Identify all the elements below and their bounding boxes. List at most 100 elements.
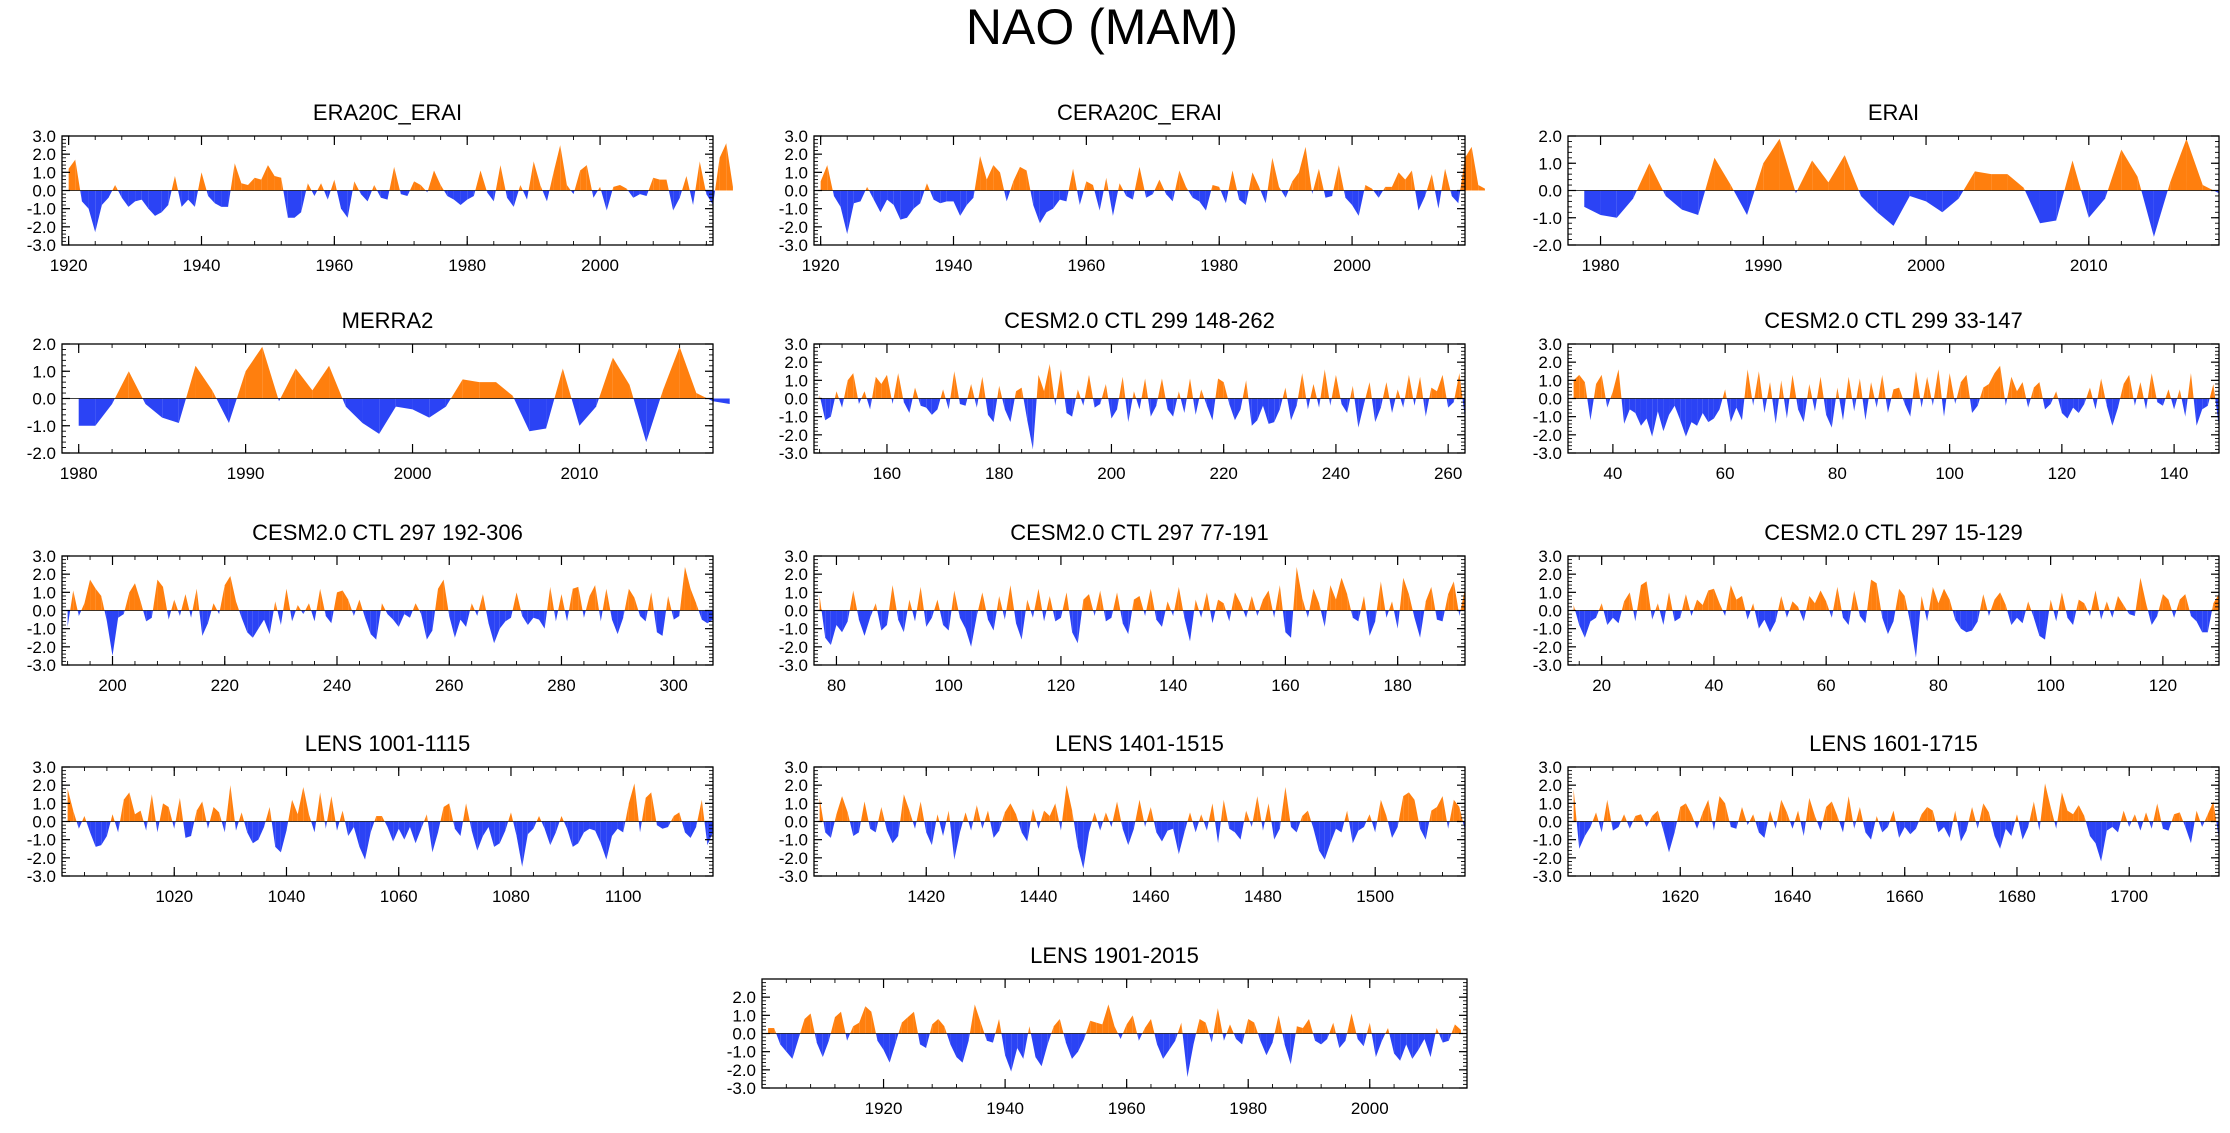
negative-area <box>1430 1033 1436 1058</box>
x-tick-label: 160 <box>1271 676 1299 695</box>
positive-area <box>1680 803 1686 822</box>
positive-area <box>1714 157 1731 191</box>
positive-area <box>842 796 848 822</box>
negative-area <box>1618 821 1621 827</box>
negative-area <box>1249 821 1252 827</box>
positive-area <box>893 373 899 399</box>
positive-area <box>2196 810 2201 822</box>
negative-area <box>432 821 439 853</box>
panel-title: LENS 1401-1515 <box>1055 731 1224 756</box>
negative-area <box>1117 1033 1121 1039</box>
negative-area <box>696 821 698 827</box>
negative-area <box>950 1033 957 1058</box>
positive-area <box>2076 599 2079 611</box>
positive-area <box>1719 603 1723 611</box>
negative-area <box>2101 610 2104 620</box>
positive-area <box>1066 785 1073 822</box>
positive-area <box>1133 391 1137 399</box>
negative-area <box>2156 398 2158 403</box>
negative-area <box>1406 1033 1413 1059</box>
negative-area <box>400 190 408 196</box>
negative-area <box>1128 398 1133 423</box>
positive-area <box>1436 1028 1439 1034</box>
panel: CESM2.0 CTL 297 192-3063.02.01.00.0-1.0-… <box>27 520 714 695</box>
negative-area <box>931 398 938 415</box>
y-tick-label: 3.0 <box>32 127 56 146</box>
negative-area <box>1425 398 1430 417</box>
negative-area <box>2067 398 2074 419</box>
positive-area <box>219 585 225 611</box>
positive-area <box>1134 166 1140 191</box>
positive-area <box>1347 1013 1352 1034</box>
negative-area <box>1603 610 1608 626</box>
negative-area <box>1033 190 1040 224</box>
negative-area <box>162 398 179 424</box>
negative-area <box>487 190 494 202</box>
negative-area <box>1375 821 1378 833</box>
positive-area <box>124 592 130 611</box>
positive-area <box>881 806 885 822</box>
negative-area <box>1907 610 1911 624</box>
negative-area <box>786 1033 793 1059</box>
negative-area <box>1193 1033 1197 1045</box>
negative-area <box>2026 398 2029 408</box>
negative-area <box>1775 821 1778 829</box>
negative-area <box>191 821 195 837</box>
panel-title: CESM2.0 CTL 297 15-129 <box>1764 520 2022 545</box>
negative-area <box>1239 190 1246 206</box>
negative-area <box>1291 610 1294 638</box>
x-tick-label: 1680 <box>1998 887 2036 906</box>
positive-area <box>1279 585 1283 611</box>
negative-area <box>1605 398 1608 408</box>
negative-area <box>252 821 259 844</box>
x-tick-label: 1980 <box>1200 256 1238 275</box>
negative-area <box>1325 190 1333 198</box>
y-tick-label: 0.0 <box>32 602 56 621</box>
negative-area <box>1296 398 1298 406</box>
positive-area <box>1955 810 1958 822</box>
y-tick-label: 0.0 <box>784 602 808 621</box>
positive-area <box>212 390 217 399</box>
negative-area <box>1403 398 1405 408</box>
negative-area <box>1798 398 1804 423</box>
positive-area <box>1083 594 1089 611</box>
positive-area <box>114 371 129 399</box>
positive-area <box>1460 588 1465 611</box>
x-tick-label: 1420 <box>907 887 945 906</box>
negative-area <box>1285 610 1292 638</box>
negative-area <box>2056 190 2065 221</box>
x-tick-label: 1980 <box>1229 1099 1267 1118</box>
negative-area <box>2065 610 2068 618</box>
positive-area <box>2078 805 2085 822</box>
negative-area <box>1274 398 1280 423</box>
positive-area <box>1708 799 1713 822</box>
negative-area <box>1650 610 1653 620</box>
positive-area <box>1297 373 1303 399</box>
negative-area <box>1764 821 1768 838</box>
negative-area <box>1165 398 1168 410</box>
y-tick-label: 2.0 <box>32 565 56 584</box>
negative-area <box>207 610 212 624</box>
positive-area <box>495 165 501 191</box>
negative-area <box>324 190 328 200</box>
positive-area <box>1296 566 1303 611</box>
positive-area <box>1056 369 1061 399</box>
negative-area <box>1450 190 1452 196</box>
positive-area <box>1366 1022 1370 1034</box>
positive-area <box>834 391 837 399</box>
negative-area <box>1079 190 1084 206</box>
positive-area <box>2061 592 2066 611</box>
negative-area <box>1120 1033 1123 1039</box>
negative-area <box>1178 821 1185 855</box>
negative-area <box>1117 398 1119 410</box>
positive-area <box>1449 799 1454 822</box>
positive-area <box>898 373 904 399</box>
y-tick-label: -1.0 <box>1533 620 1562 639</box>
positive-area <box>1196 1018 1200 1034</box>
negative-area <box>2185 398 2188 417</box>
negative-area <box>554 610 556 622</box>
positive-area <box>1404 374 1409 399</box>
positive-area <box>2050 599 2054 611</box>
negative-area <box>1100 821 1104 831</box>
negative-area <box>2140 821 2144 831</box>
